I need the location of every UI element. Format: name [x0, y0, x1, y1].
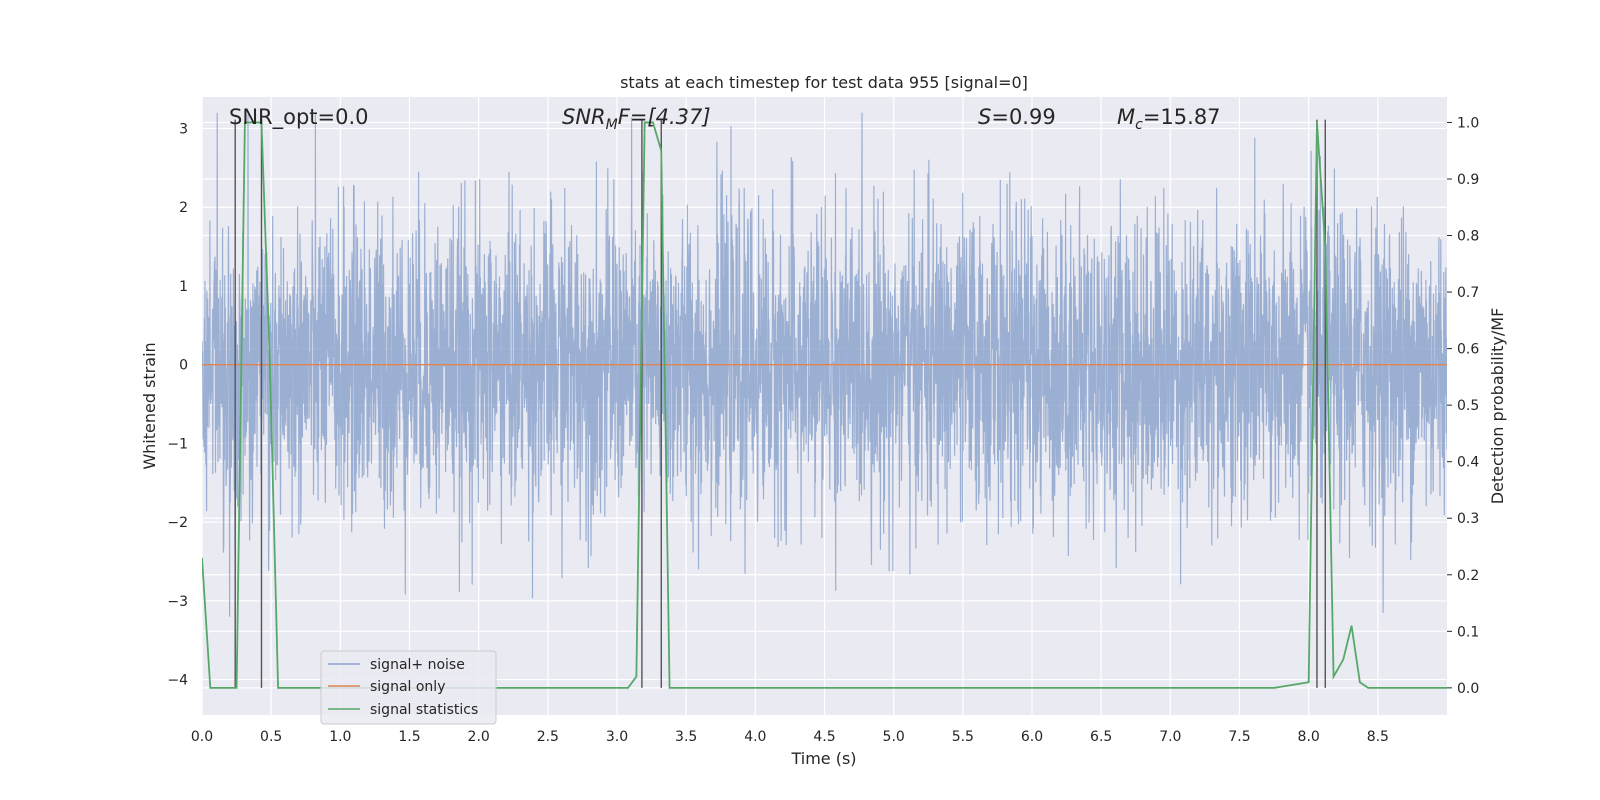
x-tick-label: 7.5 [1228, 729, 1250, 745]
y-axis-label: Whitened strain [140, 342, 159, 469]
y-right-tick-label: 0.5 [1457, 398, 1479, 414]
signal-statistics-line [202, 121, 1447, 689]
x-tick-label: 1.5 [398, 729, 420, 745]
y-right-axis-label: Detection probability/MF [1488, 308, 1507, 505]
legend: signal+ noise signal only signal statist… [320, 650, 497, 725]
x-tick-label: 0.5 [260, 729, 282, 745]
y-right-tick-label: 0.9 [1457, 172, 1479, 188]
plot-area [202, 112, 1447, 689]
annotation-snr-opt: SNR_opt=0.0 [229, 105, 369, 130]
series-signal-statistics [202, 121, 1447, 689]
x-tick-label: 7.0 [1159, 729, 1181, 745]
y-tick-label: 2 [179, 200, 188, 216]
annotation-mc: Mc=15.87 [1117, 105, 1221, 133]
legend-box [320, 650, 497, 725]
y-axis-ticks: 3 2 1 0 −1 −2 −3 −4 [167, 121, 188, 688]
x-tick-label: 4.0 [744, 729, 766, 745]
annotation-mc-value: =15.87 [1143, 105, 1221, 129]
y-tick-label: 0 [179, 358, 188, 374]
annotation-s: S=0.99 [978, 105, 1056, 129]
annotation-snr-mf-sub: M [606, 117, 618, 133]
x-tick-label: 8.0 [1298, 729, 1320, 745]
annotation-snr-mf: SNRMF=[4.37] [562, 105, 711, 133]
y-tick-label: −4 [167, 673, 188, 689]
signal-plus-noise-line [202, 112, 1447, 617]
y-tick-label: 3 [179, 121, 188, 137]
y-tick-label: −1 [167, 436, 188, 452]
x-tick-label: 6.0 [1021, 729, 1043, 745]
annotation-s-label: S [978, 105, 991, 129]
legend-label-signal-only: signal only [370, 679, 445, 695]
series-signal-plus-noise [202, 112, 1447, 617]
legend-label-signal-statistics: signal statistics [370, 702, 478, 718]
x-tick-label: 2.0 [468, 729, 490, 745]
x-tick-label: 3.5 [675, 729, 697, 745]
annotation-snr-mf-rest: F=[4.37] [618, 105, 711, 129]
x-tick-label: 4.5 [813, 729, 835, 745]
annotation-snr-mf-main: SNR [562, 105, 606, 129]
annotation-s-value: =0.99 [991, 105, 1055, 129]
x-tick-label: 3.0 [606, 729, 628, 745]
y-right-tick-label: 0.1 [1457, 624, 1479, 640]
x-axis-label: Time (s) [790, 749, 856, 768]
x-tick-label: 0.0 [191, 729, 213, 745]
y-right-tick-label: 0.7 [1457, 285, 1479, 301]
y-right-tick-label: 0.4 [1457, 455, 1479, 471]
y-right-axis-ticks: 1.0 0.9 0.8 0.7 0.6 0.5 0.4 0.3 0.2 0.1 0.0 [1447, 115, 1479, 697]
annotation-mc-sub: c [1135, 117, 1143, 133]
legend-label-signal-plus-noise: signal+ noise [370, 657, 465, 673]
y-right-tick-label: 1.0 [1457, 115, 1479, 131]
x-tick-label: 2.5 [537, 729, 559, 745]
x-axis-ticks: 0.0 0.5 1.0 1.5 2.0 2.5 3.0 3.5 4.0 4.5 5.0 5.5 6.0 6… [191, 729, 1389, 745]
x-tick-label: 6.5 [1090, 729, 1112, 745]
vertical-markers [234, 119, 1326, 688]
y-tick-label: −3 [167, 594, 188, 610]
x-tick-label: 8.5 [1367, 729, 1389, 745]
x-tick-label: 5.0 [883, 729, 905, 745]
x-tick-label: 5.5 [952, 729, 974, 745]
y-right-tick-label: 0.2 [1457, 568, 1479, 584]
y-tick-label: 1 [179, 279, 188, 295]
y-right-tick-label: 0.8 [1457, 229, 1479, 245]
chart-title: stats at each timestep for test data 955… [620, 73, 1028, 92]
y-right-tick-label: 0.3 [1457, 511, 1479, 527]
annotation-mc-label: M [1117, 105, 1135, 129]
y-tick-label: −2 [167, 515, 188, 531]
y-right-tick-label: 0.6 [1457, 342, 1479, 358]
x-tick-label: 1.0 [329, 729, 351, 745]
y-right-tick-label: 0.0 [1457, 681, 1479, 697]
